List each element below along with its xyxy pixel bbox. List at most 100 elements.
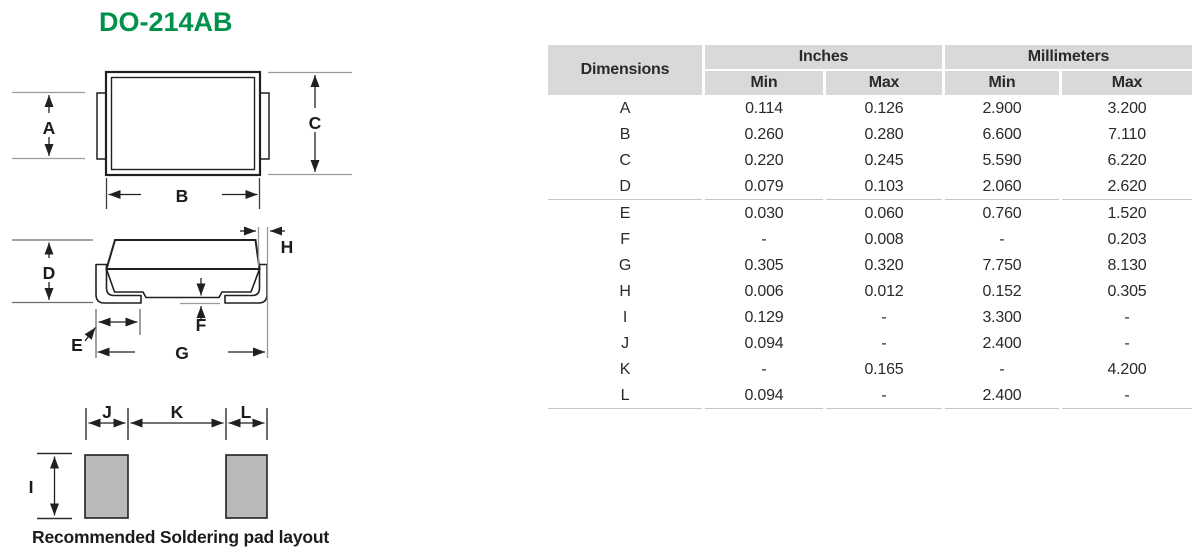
value-cell: 0.060: [864, 205, 904, 222]
value-cell: 0.103: [826, 175, 942, 200]
dim-label-e: E: [71, 335, 83, 355]
value-cell: 0.152: [982, 283, 1022, 300]
table-row: E 0.030 0.060 0.760 1.520: [548, 202, 1192, 226]
dim-label-a: A: [43, 118, 56, 138]
dimension-letter-cell: A: [619, 100, 631, 117]
value-cell: 2.400: [982, 335, 1022, 352]
dimension-b: [105, 178, 261, 209]
side-view-body-top: [105, 239, 261, 270]
value-cell: 0.094: [705, 384, 823, 409]
value-cell: 0.320: [864, 257, 904, 274]
value-cell: 0.094: [744, 335, 784, 352]
header-inches-max: Max: [826, 71, 942, 95]
header-millimeters: Millimeters: [945, 45, 1192, 69]
value-cell: 0.012: [864, 283, 904, 300]
dimension-h: [257, 227, 269, 358]
value-cell: 0.280: [864, 126, 904, 143]
table-row: J 0.094 - 2.400 -: [548, 332, 1192, 356]
value-cell: -: [761, 231, 767, 248]
value-cell: 4.200: [1107, 361, 1147, 378]
header-inches-min: Min: [705, 71, 823, 95]
dim-label-h: H: [281, 237, 294, 257]
dimension-letter-cell: F: [620, 231, 630, 248]
dimension-letter-cell: L: [548, 384, 702, 409]
value-cell: -: [881, 335, 887, 352]
table-row: C 0.220 0.245 5.590 6.220: [548, 149, 1192, 173]
top-view-body-inner: [110, 76, 256, 171]
dim-label-k: K: [171, 402, 184, 422]
page-title: DO-214AB: [99, 7, 233, 37]
dimension-letter-cell: C: [619, 152, 631, 169]
header-mm-max: Max: [1062, 71, 1192, 95]
dim-label-d: D: [43, 263, 56, 283]
top-view-body-outer: [104, 70, 262, 177]
table-row: K - 0.165 - 4.200: [548, 358, 1192, 382]
header-inches: Inches: [705, 45, 942, 69]
value-cell: -: [1124, 335, 1130, 352]
dim-label-l: L: [241, 402, 252, 422]
dimension-letter-cell: H: [619, 283, 631, 300]
label-gap: [304, 108, 326, 132]
value-cell: 0.079: [705, 175, 823, 200]
value-cell: 0.760: [982, 205, 1022, 222]
table-row: A 0.114 0.126 2.900 3.200: [548, 97, 1192, 121]
dimension-letter-cell: E: [619, 205, 631, 222]
value-cell: -: [826, 384, 942, 409]
dimension-e-leader: [84, 327, 97, 342]
value-cell: 3.200: [1107, 100, 1147, 117]
value-cell: 0.006: [744, 283, 784, 300]
package-side-view: D H F E G: [12, 226, 294, 363]
dim-label-f: F: [196, 315, 207, 335]
value-cell: 1.520: [1107, 205, 1147, 222]
dim-label-c: C: [309, 113, 322, 133]
dimension-letter-cell: K: [619, 361, 631, 378]
value-cell: 0.305: [744, 257, 784, 274]
dimension-letter-cell: D: [548, 175, 702, 200]
value-cell: 0.203: [1107, 231, 1147, 248]
dimension-i-ticks: [37, 452, 72, 520]
dimension-a: [12, 91, 85, 160]
value-cell: 0.245: [864, 152, 904, 169]
value-cell: 0.165: [864, 361, 904, 378]
table-row: F - 0.008 - 0.203: [548, 228, 1192, 252]
value-cell: 6.220: [1107, 152, 1147, 169]
value-cell: 8.130: [1107, 257, 1147, 274]
value-cell: 0.260: [744, 126, 784, 143]
value-cell: 0.220: [744, 152, 784, 169]
package-drawing-svg: A C B: [12, 70, 352, 520]
table-header-group-row: Dimensions Inches Millimeters: [548, 45, 1192, 95]
table-row: H 0.006 0.012 0.152 0.305: [548, 280, 1192, 304]
side-view-body-bottom: [105, 268, 261, 299]
dimension-letter-cell: B: [619, 126, 631, 143]
value-cell: 5.590: [982, 152, 1022, 169]
dimension-letter-cell: G: [618, 257, 632, 274]
dim-label-j: J: [102, 402, 112, 422]
value-cell: -: [999, 231, 1005, 248]
side-view-right-lead: [224, 263, 268, 304]
value-cell: 2.060: [945, 175, 1059, 200]
dimension-c: [268, 71, 352, 176]
value-cell: 0.008: [864, 231, 904, 248]
label-gap: [38, 113, 60, 137]
dimension-e: [95, 309, 141, 358]
value-cell: -: [761, 361, 767, 378]
value-cell: 0.129: [744, 309, 784, 326]
value-cell: 6.600: [982, 126, 1022, 143]
dimensions-table-body: A 0.114 0.126 2.900 3.200 B 0.260 0.280 6.600 7.1…: [548, 97, 1192, 409]
side-view-left-lead: [95, 263, 142, 304]
value-cell: 2.620: [1062, 175, 1192, 200]
value-cell: 0.126: [864, 100, 904, 117]
dimension-letter-cell: J: [621, 335, 629, 352]
value-cell: 0.030: [744, 205, 784, 222]
table-row: I 0.129 - 3.300 -: [548, 306, 1192, 330]
value-cell: 0.114: [745, 100, 783, 117]
package-top-view: A C B: [12, 70, 352, 209]
header-mm-min: Min: [945, 71, 1059, 95]
table-row: G 0.305 0.320 7.750 8.130: [548, 254, 1192, 278]
value-cell: -: [881, 309, 887, 326]
value-cell: -: [1124, 309, 1130, 326]
value-cell: 3.300: [982, 309, 1022, 326]
table-header-subrow: Min Max Min Max: [548, 71, 1192, 95]
dim-label-b: B: [176, 186, 189, 206]
